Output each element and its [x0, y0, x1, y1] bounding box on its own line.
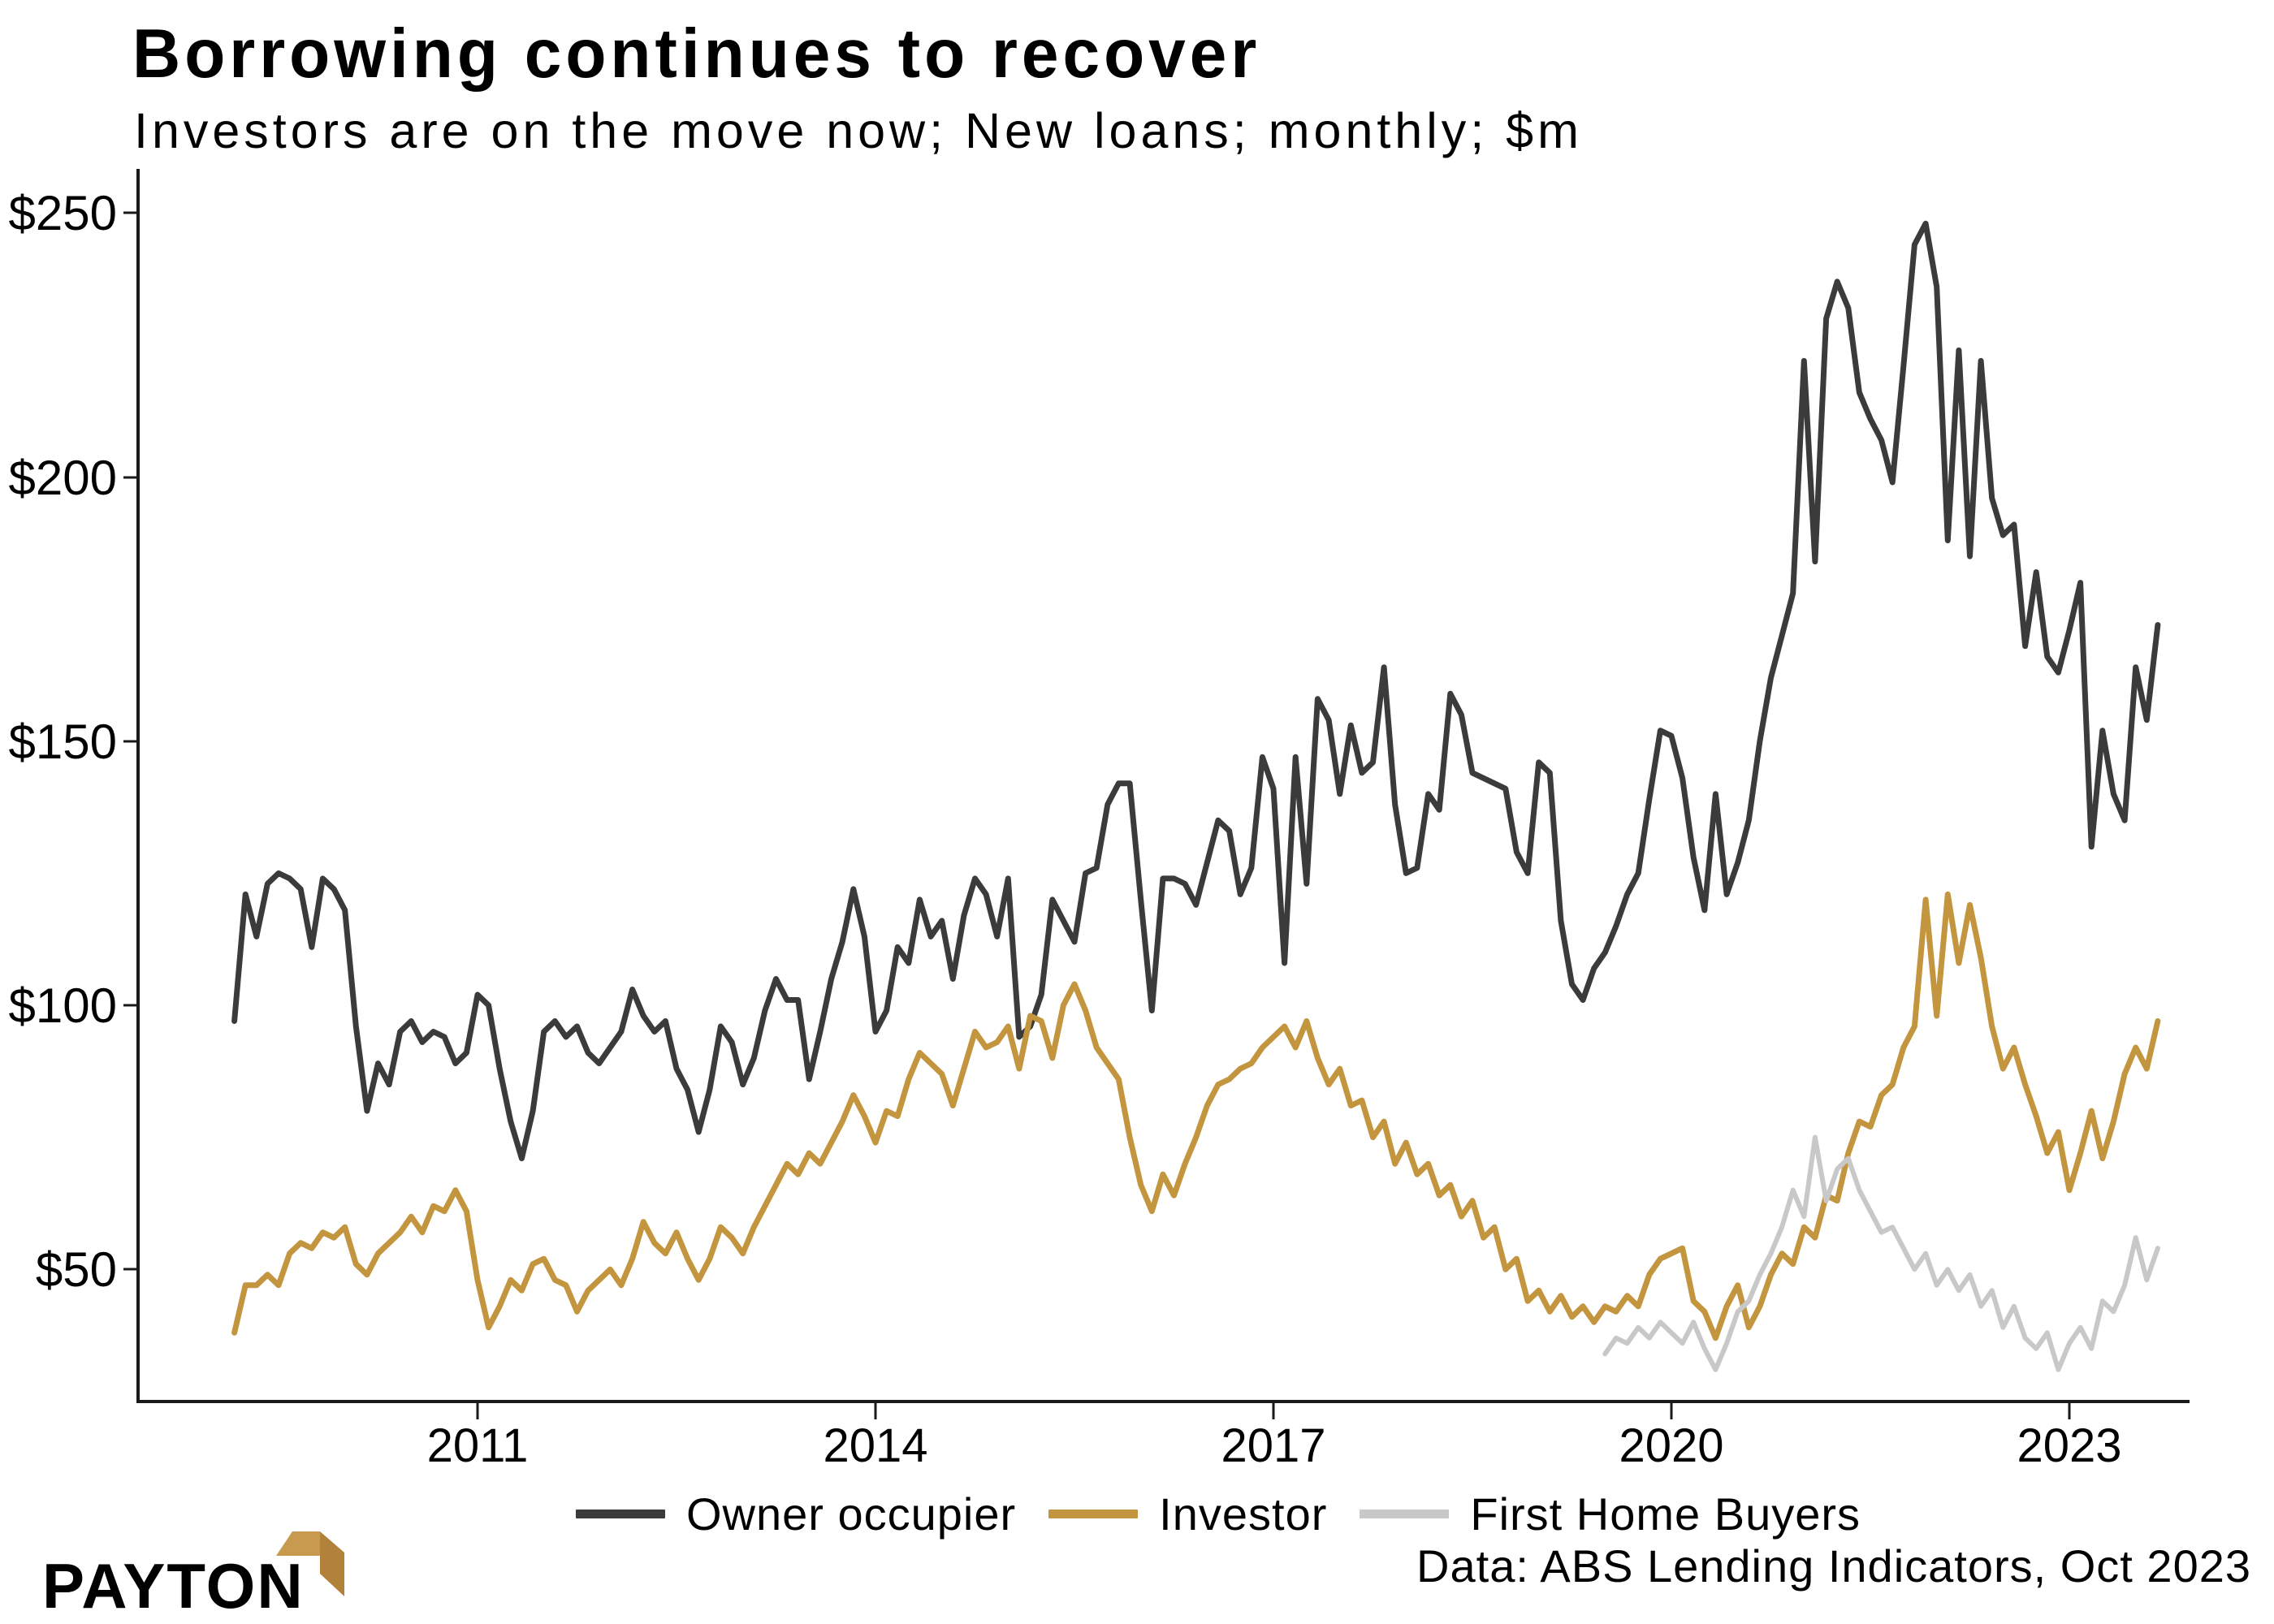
x-axis-ticks [476, 1402, 2071, 1419]
chart-legend: Owner occupier Investor First Home Buyer… [504, 1488, 1933, 1540]
y-tick-label: $100 [9, 978, 117, 1033]
series-first-home-buyers [1602, 1134, 2160, 1372]
x-tick-label: 2023 [2017, 1419, 2121, 1472]
y-tick-label: $200 [9, 451, 117, 505]
legend-item-owner-occupier: Owner occupier [575, 1488, 1017, 1540]
axis-lines [136, 169, 2190, 1403]
first-home-buyers-swatch [1360, 1510, 1450, 1518]
page-title: Borrowing continues to recover [132, 15, 1261, 93]
x-tick-label: 2014 [823, 1419, 927, 1472]
legend-label: First Home Buyers [1470, 1488, 1861, 1540]
legend-item-first-home-buyers: First Home Buyers [1360, 1488, 1861, 1540]
data-source-caption: Data: ABS Lending Indicators, Oct 2023 [1416, 1540, 2251, 1592]
x-tick-label: 2011 [427, 1419, 529, 1472]
series-owner-occupier [231, 220, 2161, 1162]
y-tick-label: $50 [36, 1242, 117, 1297]
payton-logo: PAYTON [42, 1531, 344, 1623]
legend-item-investor: Investor [1048, 1488, 1327, 1540]
y-tick-label: $150 [9, 715, 117, 769]
y-axis-ticks [123, 211, 138, 1271]
logo-text: PAYTON [42, 1550, 305, 1622]
legend-label: Owner occupier [685, 1488, 1017, 1540]
investor-swatch [1048, 1510, 1139, 1518]
x-tick-label: 2020 [1619, 1419, 1723, 1472]
legend-label: Investor [1159, 1488, 1328, 1540]
series-investor [231, 891, 2161, 1341]
y-tick-label: $250 [9, 186, 117, 240]
owner-occupier-swatch [575, 1510, 665, 1518]
logo-arrow-icon [276, 1531, 344, 1596]
x-tick-label: 2017 [1221, 1419, 1325, 1472]
page-subtitle: Investors are on the move now; New loans… [134, 103, 1583, 158]
